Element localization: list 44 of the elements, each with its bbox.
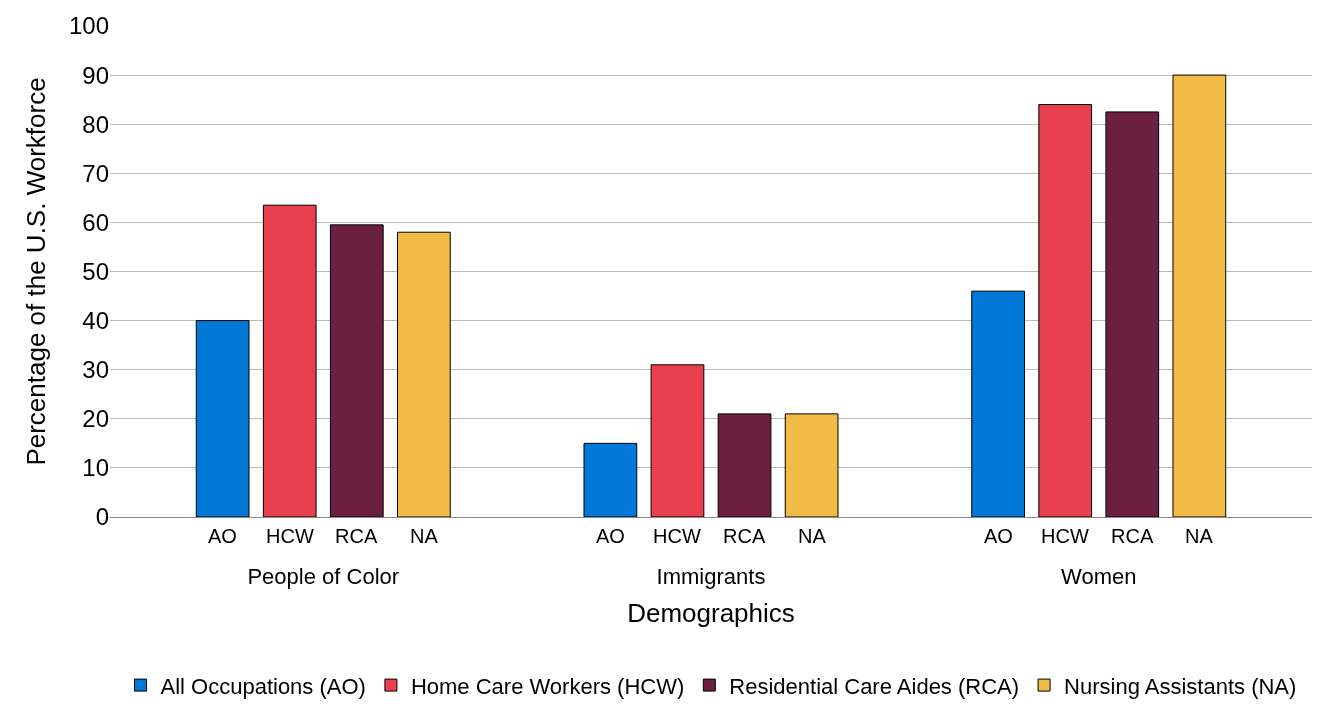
legend-label: Nursing Assistants (NA)	[1064, 673, 1297, 699]
text: NA	[798, 525, 826, 547]
y-tick-label: 20	[82, 405, 109, 433]
text: HCW	[266, 525, 314, 547]
text: RCA	[723, 525, 766, 547]
bar	[971, 290, 1025, 517]
bar	[1105, 111, 1160, 517]
text: NA	[410, 525, 439, 547]
y-tick-label: 100	[68, 12, 109, 40]
y-tick-label: 30	[82, 356, 109, 384]
legend-label: Home Care Workers (HCW)	[410, 673, 685, 699]
x-axis-title: Demographics	[627, 598, 795, 629]
text: RCA	[1111, 525, 1154, 547]
bar	[583, 442, 638, 517]
x-tick-label: People of Color	[247, 564, 400, 590]
legend-label: All Occupations (AO)	[160, 673, 366, 699]
y-tick-label: 40	[82, 307, 109, 334]
bar	[1038, 104, 1093, 517]
y-tick-label: 70	[82, 159, 109, 187]
x-tick-label: Immigrants	[656, 564, 766, 590]
y-tick-label: 80	[82, 110, 109, 138]
text: RCA	[335, 525, 378, 547]
text: AO	[596, 525, 625, 547]
y-tick-label: 50	[82, 257, 109, 285]
y-tick-label: 0	[95, 503, 109, 531]
bar	[195, 320, 250, 517]
text: HCW	[1041, 525, 1089, 547]
bar	[1172, 74, 1227, 517]
bar	[650, 364, 705, 517]
y-axis-title: Percentage of the U.S. Workforce	[21, 77, 52, 466]
legend-label: Residential Care Aides (RCA)	[729, 673, 1020, 699]
text: NA	[1185, 525, 1213, 547]
text: AO	[208, 525, 237, 547]
y-tick-label: 60	[82, 208, 109, 236]
y-tick-label: 90	[82, 61, 109, 89]
y-tick-label: 10	[82, 454, 109, 482]
bar	[397, 231, 451, 517]
bar	[329, 224, 384, 517]
text: AO	[984, 525, 1013, 547]
bar	[717, 413, 772, 517]
x-tick-label: Women	[1061, 564, 1137, 590]
text: HCW	[653, 525, 701, 547]
bar	[262, 204, 317, 517]
bar	[784, 413, 839, 517]
